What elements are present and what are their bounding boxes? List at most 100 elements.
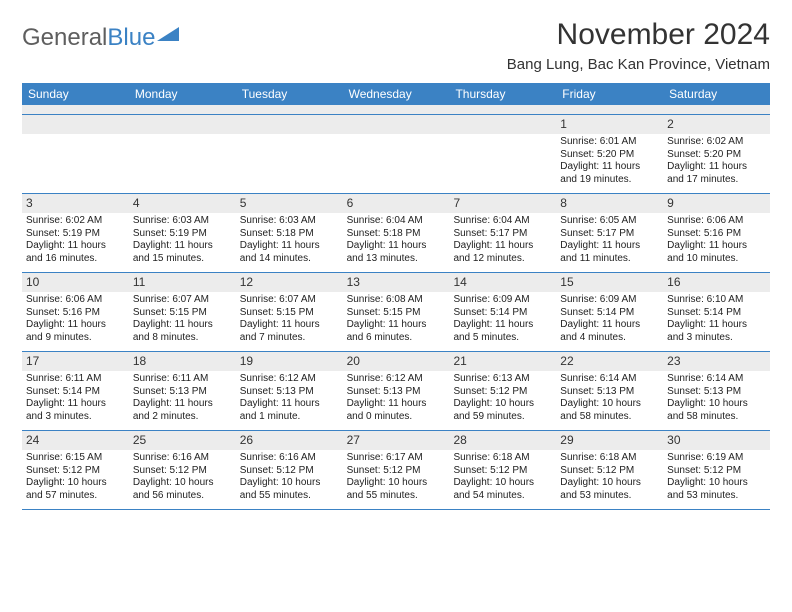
day-body: Sunrise: 6:11 AMSunset: 5:13 PMDaylight:… [129, 371, 236, 429]
sunset-text: Sunset: 5:14 PM [667, 307, 766, 320]
day-number: 11 [129, 273, 236, 292]
daylight-text: and 16 minutes. [26, 253, 125, 266]
sunset-text: Sunset: 5:13 PM [133, 386, 232, 399]
month-title: November 2024 [507, 18, 770, 52]
sunrise-text: Sunrise: 6:01 AM [560, 136, 659, 149]
daylight-text: and 57 minutes. [26, 490, 125, 503]
day-cell: 4Sunrise: 6:03 AMSunset: 5:19 PMDaylight… [129, 194, 236, 272]
day-body: Sunrise: 6:19 AMSunset: 5:12 PMDaylight:… [663, 450, 770, 508]
weekday-header-row: Sunday Monday Tuesday Wednesday Thursday… [22, 83, 770, 105]
day-cell: 21Sunrise: 6:13 AMSunset: 5:12 PMDayligh… [449, 352, 556, 430]
sunset-text: Sunset: 5:17 PM [560, 228, 659, 241]
day-body: Sunrise: 6:03 AMSunset: 5:18 PMDaylight:… [236, 213, 343, 271]
sunrise-text: Sunrise: 6:12 AM [240, 373, 339, 386]
sunrise-text: Sunrise: 6:16 AM [240, 452, 339, 465]
day-cell: 16Sunrise: 6:10 AMSunset: 5:14 PMDayligh… [663, 273, 770, 351]
day-cell [343, 115, 450, 193]
daylight-text: Daylight: 11 hours [26, 398, 125, 411]
daylight-text: Daylight: 11 hours [560, 319, 659, 332]
day-number: 2 [663, 115, 770, 134]
daylight-text: and 5 minutes. [453, 332, 552, 345]
location-text: Bang Lung, Bac Kan Province, Vietnam [507, 56, 770, 73]
sunset-text: Sunset: 5:12 PM [453, 386, 552, 399]
day-number: 5 [236, 194, 343, 213]
sunset-text: Sunset: 5:13 PM [667, 386, 766, 399]
daylight-text: and 12 minutes. [453, 253, 552, 266]
sunrise-text: Sunrise: 6:09 AM [560, 294, 659, 307]
daylight-text: and 3 minutes. [667, 332, 766, 345]
sunrise-text: Sunrise: 6:06 AM [26, 294, 125, 307]
weekday-header: Saturday [663, 83, 770, 105]
week-row: 24Sunrise: 6:15 AMSunset: 5:12 PMDayligh… [22, 431, 770, 510]
day-cell: 17Sunrise: 6:11 AMSunset: 5:14 PMDayligh… [22, 352, 129, 430]
day-number: 26 [236, 431, 343, 450]
logo: GeneralBlue [22, 24, 179, 52]
sunrise-text: Sunrise: 6:18 AM [453, 452, 552, 465]
sunrise-text: Sunrise: 6:09 AM [453, 294, 552, 307]
daylight-text: Daylight: 11 hours [240, 319, 339, 332]
sunrise-text: Sunrise: 6:07 AM [240, 294, 339, 307]
day-number: 30 [663, 431, 770, 450]
day-body: Sunrise: 6:03 AMSunset: 5:19 PMDaylight:… [129, 213, 236, 271]
sunrise-text: Sunrise: 6:08 AM [347, 294, 446, 307]
sunrise-text: Sunrise: 6:05 AM [560, 215, 659, 228]
daylight-text: Daylight: 10 hours [133, 477, 232, 490]
day-body: Sunrise: 6:14 AMSunset: 5:13 PMDaylight:… [556, 371, 663, 429]
day-cell: 29Sunrise: 6:18 AMSunset: 5:12 PMDayligh… [556, 431, 663, 509]
day-body: Sunrise: 6:06 AMSunset: 5:16 PMDaylight:… [663, 213, 770, 271]
header-gap [22, 105, 770, 115]
day-number: 15 [556, 273, 663, 292]
day-body: Sunrise: 6:09 AMSunset: 5:14 PMDaylight:… [556, 292, 663, 350]
sunrise-text: Sunrise: 6:14 AM [667, 373, 766, 386]
daylight-text: and 55 minutes. [240, 490, 339, 503]
day-cell: 6Sunrise: 6:04 AMSunset: 5:18 PMDaylight… [343, 194, 450, 272]
daylight-text: and 7 minutes. [240, 332, 339, 345]
daylight-text: Daylight: 10 hours [667, 398, 766, 411]
day-cell: 5Sunrise: 6:03 AMSunset: 5:18 PMDaylight… [236, 194, 343, 272]
daylight-text: and 53 minutes. [667, 490, 766, 503]
sunrise-text: Sunrise: 6:13 AM [453, 373, 552, 386]
day-cell: 23Sunrise: 6:14 AMSunset: 5:13 PMDayligh… [663, 352, 770, 430]
daylight-text: Daylight: 11 hours [133, 398, 232, 411]
day-number: 7 [449, 194, 556, 213]
daylight-text: Daylight: 11 hours [667, 240, 766, 253]
week-row: 10Sunrise: 6:06 AMSunset: 5:16 PMDayligh… [22, 273, 770, 352]
day-number: 21 [449, 352, 556, 371]
daylight-text: Daylight: 11 hours [453, 240, 552, 253]
sunrise-text: Sunrise: 6:17 AM [347, 452, 446, 465]
day-cell: 8Sunrise: 6:05 AMSunset: 5:17 PMDaylight… [556, 194, 663, 272]
day-cell: 19Sunrise: 6:12 AMSunset: 5:13 PMDayligh… [236, 352, 343, 430]
daylight-text: Daylight: 10 hours [347, 477, 446, 490]
sunset-text: Sunset: 5:14 PM [26, 386, 125, 399]
sunrise-text: Sunrise: 6:14 AM [560, 373, 659, 386]
daylight-text: Daylight: 11 hours [560, 240, 659, 253]
daylight-text: and 53 minutes. [560, 490, 659, 503]
sunset-text: Sunset: 5:12 PM [347, 465, 446, 478]
day-number: 4 [129, 194, 236, 213]
daylight-text: and 0 minutes. [347, 411, 446, 424]
day-body: Sunrise: 6:04 AMSunset: 5:18 PMDaylight:… [343, 213, 450, 271]
day-cell: 20Sunrise: 6:12 AMSunset: 5:13 PMDayligh… [343, 352, 450, 430]
daylight-text: and 13 minutes. [347, 253, 446, 266]
daylight-text: and 8 minutes. [133, 332, 232, 345]
day-number: 27 [343, 431, 450, 450]
daylight-text: and 1 minute. [240, 411, 339, 424]
day-number-bar [343, 115, 450, 134]
day-cell: 28Sunrise: 6:18 AMSunset: 5:12 PMDayligh… [449, 431, 556, 509]
sunrise-text: Sunrise: 6:02 AM [26, 215, 125, 228]
daylight-text: and 10 minutes. [667, 253, 766, 266]
sunset-text: Sunset: 5:20 PM [667, 149, 766, 162]
daylight-text: and 54 minutes. [453, 490, 552, 503]
day-number: 18 [129, 352, 236, 371]
calendar-page: GeneralBlue November 2024 Bang Lung, Bac… [0, 0, 792, 528]
sunset-text: Sunset: 5:13 PM [347, 386, 446, 399]
daylight-text: and 9 minutes. [26, 332, 125, 345]
day-number: 28 [449, 431, 556, 450]
day-cell: 7Sunrise: 6:04 AMSunset: 5:17 PMDaylight… [449, 194, 556, 272]
day-cell: 1Sunrise: 6:01 AMSunset: 5:20 PMDaylight… [556, 115, 663, 193]
day-body: Sunrise: 6:05 AMSunset: 5:17 PMDaylight:… [556, 213, 663, 271]
sunset-text: Sunset: 5:19 PM [26, 228, 125, 241]
day-number-bar [236, 115, 343, 134]
weekday-header: Monday [129, 83, 236, 105]
week-row: 3Sunrise: 6:02 AMSunset: 5:19 PMDaylight… [22, 194, 770, 273]
